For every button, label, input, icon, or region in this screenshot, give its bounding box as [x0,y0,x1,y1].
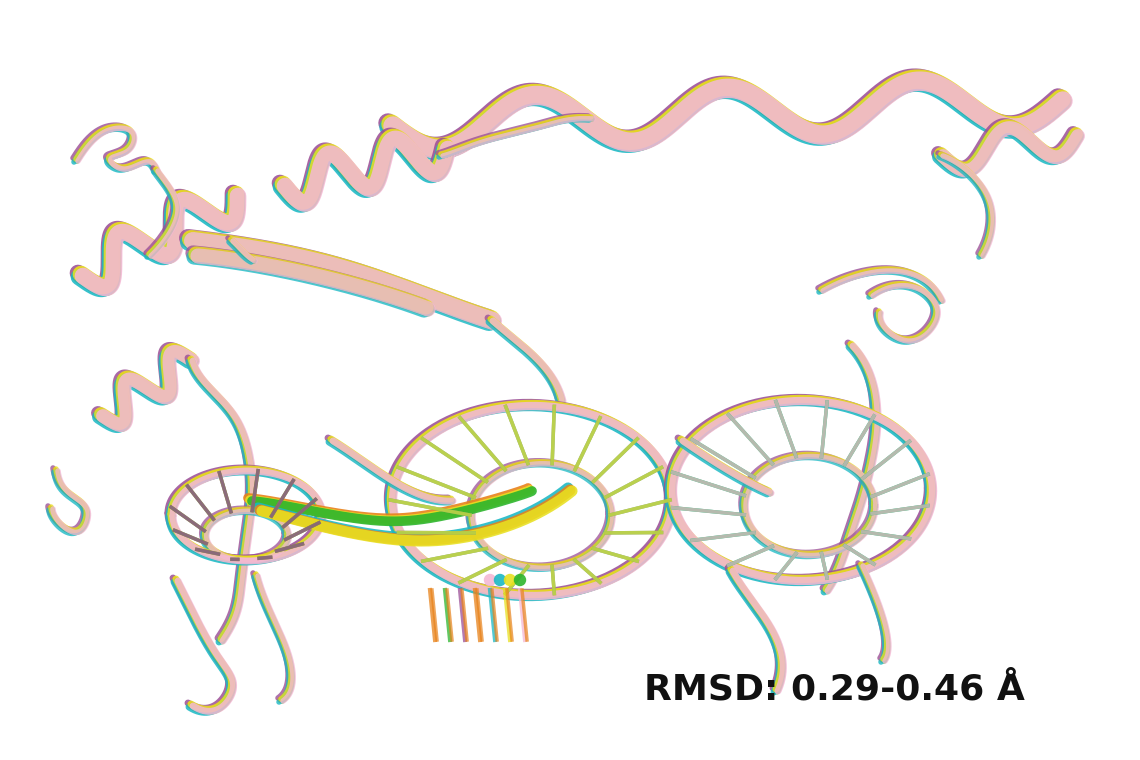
Text: RMSD: 0.29-0.46 Å: RMSD: 0.29-0.46 Å [644,673,1025,707]
Point [491,574,510,586]
Point [500,574,519,586]
Point [481,574,499,586]
Point [511,574,529,586]
